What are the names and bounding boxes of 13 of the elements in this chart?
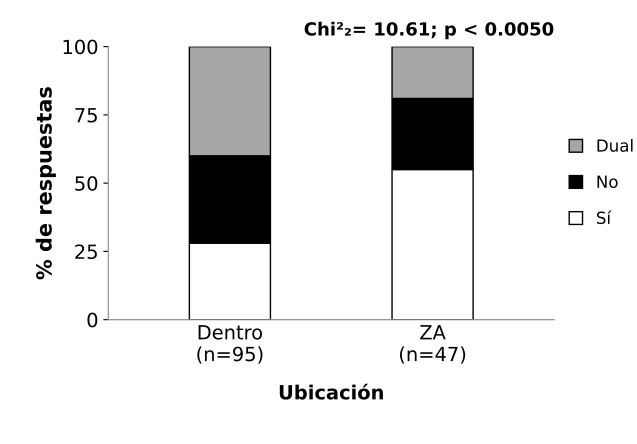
y-tick-label: 0 <box>87 312 98 328</box>
y-tick-label: 100 <box>64 40 98 54</box>
y-axis-title: % de respuestas <box>36 87 56 280</box>
y-tick-label: 75 <box>75 108 97 123</box>
legend-label: Dual <box>597 138 633 152</box>
x-tick-label: Dentro (n=95) <box>197 325 262 364</box>
x-tick-label: ZA (n=47) <box>400 325 466 364</box>
y-tick-label: 50 <box>75 176 98 191</box>
legend-label: No <box>597 176 618 188</box>
legend-label: Sí <box>596 210 612 224</box>
y-tick-label: 25 <box>75 244 97 260</box>
x-axis-title: Ubicación <box>280 384 383 400</box>
chart-title: Chi²₂= 10.61; p < 0.0050 <box>304 22 554 40</box>
